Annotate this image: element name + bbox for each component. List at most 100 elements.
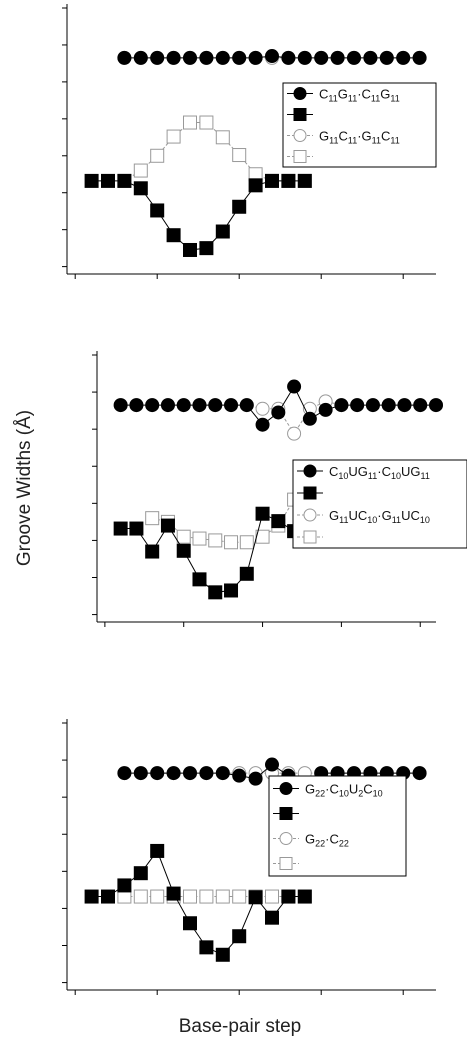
panel-bottom-series-2-point <box>215 947 230 962</box>
panel-middle-legend-label: G11UC10·G11UC10 <box>329 508 430 525</box>
panel-middle-series-3-point <box>255 401 270 416</box>
panel-top-series-1-point <box>117 50 132 65</box>
panel-bottom-series-4-point <box>133 889 148 904</box>
panel-middle-series-4-point <box>224 535 239 550</box>
panel-top-series-2-point <box>248 178 263 193</box>
panel-middle-series-1-point <box>413 398 428 413</box>
panel-top-series-2-line <box>91 180 305 251</box>
panel-bottom-series-2-point <box>265 910 279 925</box>
panel-bottom-series-1-point <box>412 766 427 781</box>
panel-top-series-2-point <box>232 199 247 214</box>
panel-middle-series-4-point <box>239 535 254 550</box>
panel-top-legend-marker <box>293 150 307 163</box>
panel-top-series-1-point <box>199 50 214 65</box>
panel-middle-series-1-point <box>318 402 333 417</box>
panel-bottom-series-2-point <box>117 878 132 893</box>
panel-middle-series-1-point <box>287 379 302 394</box>
panel-middle-legend-box <box>292 459 467 549</box>
panel-top-series-1-point <box>183 50 197 65</box>
panel-middle-series-1-point <box>397 398 412 413</box>
panel-top-series-4-point <box>215 130 230 145</box>
panel-bottom-legend-marker <box>279 857 293 870</box>
panel-top-series-4-point <box>133 163 148 178</box>
panel-top-series-1-point <box>265 49 279 64</box>
panel-top-legend-box <box>282 82 437 168</box>
panel-middle-series-4-point <box>176 529 191 544</box>
panel-bottom-series-2-point <box>199 940 214 955</box>
panel-middle-series-1-point <box>176 398 191 413</box>
panel-bottom-legend-marker <box>279 807 293 820</box>
panel-top-series-1-point <box>330 50 345 65</box>
panel-top-series-1-point <box>412 50 427 65</box>
panel-bottom-series-2-point <box>232 929 247 944</box>
panel-top-series-1-point <box>379 50 394 65</box>
panel-bottom-series-1-point <box>265 757 279 772</box>
panel-middle-series-4-point <box>192 531 207 546</box>
panel-top-series-2-point <box>297 173 312 188</box>
panel-top-legend-marker <box>293 87 307 100</box>
panel-bottom-series-2-point <box>101 889 115 904</box>
panel-middle-series-3-point <box>287 426 302 441</box>
panel-bottom-series-2 <box>84 843 312 962</box>
panel-middle-series-1-point <box>113 398 128 413</box>
panel-bottom-legend-marker <box>279 782 293 795</box>
panel-top-legend-marker <box>293 129 307 142</box>
panel-bottom-series-4-point <box>265 889 279 904</box>
panel-top-legend: C11G11·C11G11 G11C11·G11C11 <box>282 82 437 168</box>
panel-middle-series-1-point <box>255 417 270 432</box>
panel-top-series-1-point <box>281 50 296 65</box>
panel-middle-series-1-point <box>160 398 175 413</box>
panel-bottom-series-2-point <box>150 843 165 858</box>
panel-bottom-series-4-point <box>183 889 197 904</box>
panel-top-legend-marker <box>293 108 307 121</box>
panel-top-series-1-point <box>232 50 247 65</box>
panel-top-series-2-point <box>281 173 296 188</box>
panel-middle-series-1-point <box>145 398 160 413</box>
panel-middle-series-1-point <box>302 411 317 426</box>
panel-top-series-2-point <box>215 224 230 239</box>
panel-top-series-1-point <box>166 50 181 65</box>
panel-middle-series-2-point <box>239 566 254 581</box>
panel-middle-series-4 <box>145 492 333 550</box>
panel-bottom-series-1-point <box>166 766 181 781</box>
panel-bottom-series-4-point <box>150 889 165 904</box>
panel-middle-legend: C10UG11·C10UG11 G11UC10·G11UC10 <box>292 459 467 549</box>
panel-middle-series-1-point <box>429 398 443 413</box>
panel-middle-series-2-point <box>145 544 160 559</box>
panel-middle-series-1-point <box>365 398 380 413</box>
panel-top-series-2-point <box>133 181 148 196</box>
panel-top-series-1-point <box>215 50 230 65</box>
panel-top-series-1-point <box>150 50 165 65</box>
panel-top-series-1-point <box>396 50 411 65</box>
panel-middle-series-1-point <box>224 398 239 413</box>
panel-middle-series-2-point <box>176 543 191 558</box>
panel-middle-series-2-point <box>208 585 223 600</box>
panel-middle-series-2-point <box>224 583 239 598</box>
panel-bottom-series-1-point <box>248 771 263 786</box>
panel-middle-series-2-point <box>129 521 144 536</box>
panel-bottom-series-2-point <box>183 916 197 931</box>
panel-bottom-series-1-point <box>133 766 148 781</box>
panel-middle-series-1-point <box>381 398 396 413</box>
panel-bottom-series-2-point <box>166 886 181 901</box>
panel-top-legend-label: C11G11·C11G11 <box>319 87 400 104</box>
panel-top-series-1-point <box>297 50 312 65</box>
panel-top-series-1 <box>117 49 427 65</box>
panel-middle-series-1-point <box>350 398 365 413</box>
panel-top-series-2-point <box>150 203 165 218</box>
panel-middle-series-2-point <box>113 521 128 536</box>
panel-middle-series-2-point <box>271 514 286 529</box>
panel-top-series-4-point <box>150 148 165 163</box>
panel-bottom-series-1-point <box>150 766 165 781</box>
panel-bottom-series-1-point <box>199 766 214 781</box>
panel-top-series-2-point <box>166 228 181 243</box>
panel-bottom-series-2-point <box>297 889 312 904</box>
panel-middle-legend-marker <box>303 486 317 500</box>
panel-top-series-2-point <box>84 173 99 188</box>
panel-middle-series-2-point <box>160 518 175 533</box>
panel-top-series-1-point <box>248 50 263 65</box>
panel-bottom-series-4-point <box>215 889 230 904</box>
panel-top-series-2-point <box>183 242 197 257</box>
panel-bottom-legend-marker <box>279 832 293 845</box>
